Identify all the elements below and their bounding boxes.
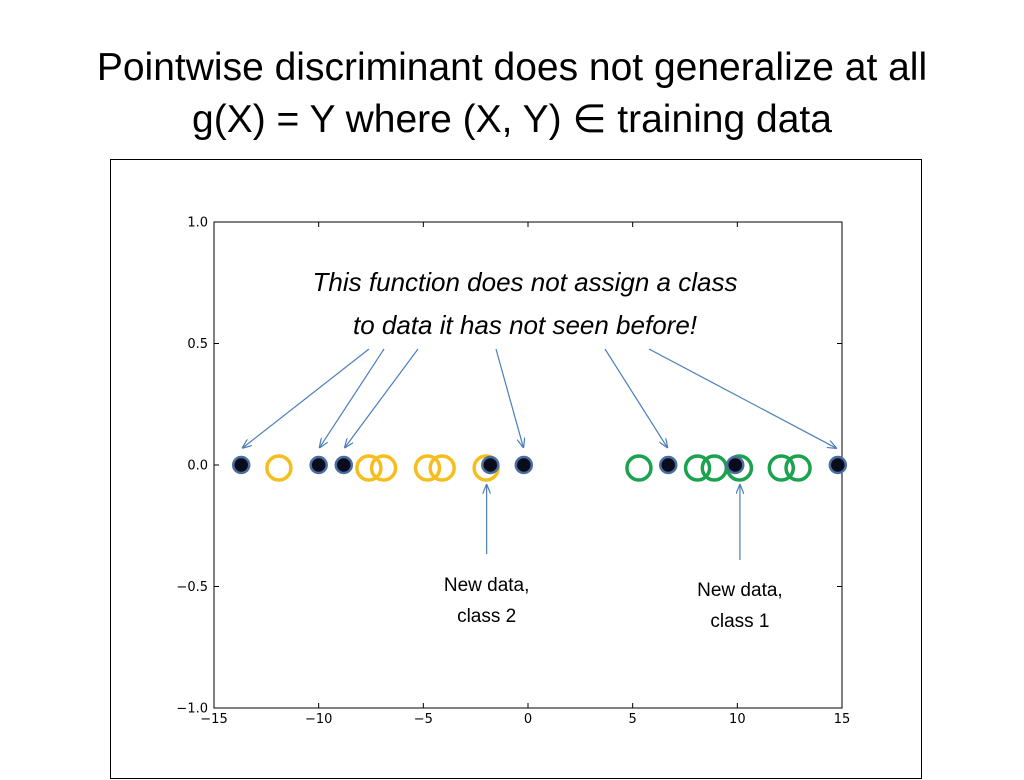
x-tick-label: −10 [305, 712, 332, 727]
training-point [514, 455, 534, 475]
class-1-point [767, 454, 796, 482]
training-point [481, 455, 500, 475]
class-2-point [355, 454, 383, 482]
y-tick-label: −1.0 [176, 702, 208, 717]
training-point [725, 455, 745, 475]
annotation-arrow [320, 348, 385, 447]
class-2-point [265, 454, 293, 482]
annotation-arrow [345, 348, 419, 447]
class-1-point [700, 454, 729, 482]
annotation-arrow [243, 348, 370, 448]
new-data-class2-label-1: New data, [444, 575, 530, 596]
class-2-point [369, 454, 398, 482]
training-point [231, 455, 251, 475]
class-2-point [428, 454, 456, 482]
annotation-main-line-2: to data it has not seen before! [353, 310, 697, 340]
annotation-main-line-1: This function does not assign a class [313, 267, 738, 297]
class-1-point [625, 454, 653, 482]
training-point [828, 455, 848, 475]
class-1-point [683, 454, 712, 482]
annotation-arrow [495, 348, 523, 447]
y-tick-label: 0.0 [187, 459, 208, 474]
x-tick-label: 0 [524, 712, 532, 727]
training-point [659, 455, 678, 475]
x-tick-label: −5 [414, 712, 433, 727]
y-tick-label: −0.5 [176, 580, 208, 595]
annotation-arrow [604, 348, 667, 447]
training-point [309, 455, 328, 475]
annotation-arrow [648, 348, 836, 448]
new-data-class2-label-2: class 2 [457, 606, 516, 627]
y-tick-label: 1.0 [187, 216, 208, 231]
y-tick-label: 0.5 [187, 337, 208, 352]
class-1-point [784, 454, 812, 482]
new-data-class1-label-1: New data, [697, 580, 783, 601]
figure-frame: −15 −10 −5 0 5 10 15 1.0 0.5 0.0 −0.5 −1.0 This fun… [110, 159, 922, 779]
title-line-1: Pointwise discriminant does not generali… [96, 46, 928, 89]
x-tick-label: −15 [200, 712, 227, 727]
title-line-2: g(X) = Y where (X, Y) ∈ training data [192, 98, 832, 141]
x-tick-label: 5 [629, 712, 637, 727]
slide-title: Pointwise discriminant does not generali… [0, 42, 1024, 146]
class-2-point [413, 454, 442, 482]
scatter-chart: −15 −10 −5 0 5 10 15 1.0 0.5 0.0 −0.5 −1.0 This fun… [176, 216, 851, 728]
training-point [334, 455, 354, 475]
x-tick-label: 10 [729, 712, 746, 727]
new-data-class1-label-2: class 1 [710, 611, 769, 632]
x-tick-label: 15 [834, 712, 851, 727]
